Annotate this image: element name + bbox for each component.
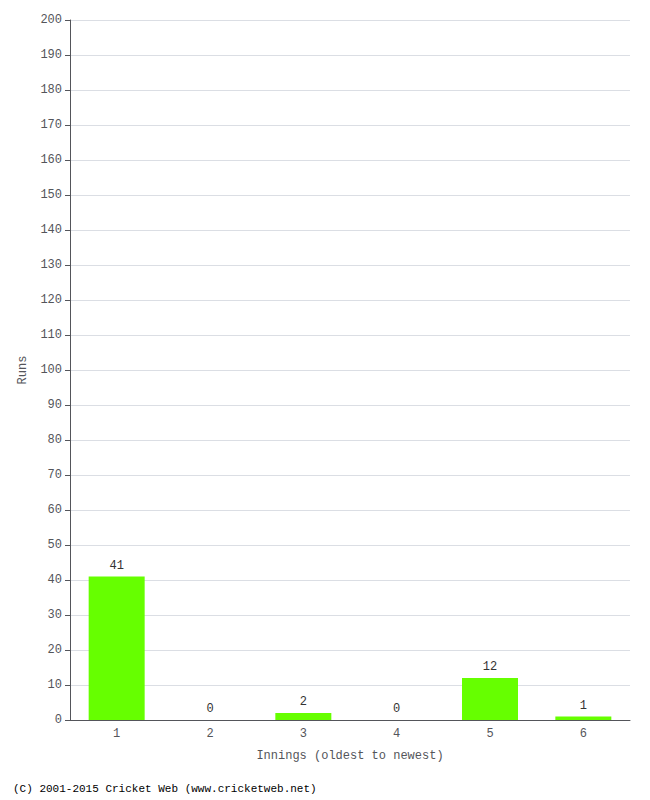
svg-text:180: 180	[40, 83, 62, 97]
svg-text:200: 200	[40, 13, 62, 27]
svg-text:140: 140	[40, 223, 62, 237]
svg-text:Innings (oldest to newest): Innings (oldest to newest)	[256, 749, 443, 763]
svg-text:20: 20	[48, 643, 62, 657]
svg-text:90: 90	[48, 398, 62, 412]
svg-text:0: 0	[55, 713, 62, 727]
svg-text:100: 100	[40, 363, 62, 377]
svg-text:41: 41	[109, 559, 123, 573]
svg-text:160: 160	[40, 153, 62, 167]
svg-text:0: 0	[393, 702, 400, 716]
svg-text:170: 170	[40, 118, 62, 132]
svg-text:150: 150	[40, 188, 62, 202]
svg-text:110: 110	[40, 328, 62, 342]
svg-text:130: 130	[40, 258, 62, 272]
svg-text:120: 120	[40, 293, 62, 307]
svg-text:1: 1	[580, 699, 587, 713]
svg-text:80: 80	[48, 433, 62, 447]
svg-text:40: 40	[48, 573, 62, 587]
svg-text:(C) 2001-2015 Cricket Web (www: (C) 2001-2015 Cricket Web (www.cricketwe…	[13, 783, 317, 795]
svg-text:10: 10	[48, 678, 62, 692]
svg-text:4: 4	[393, 727, 400, 741]
svg-text:60: 60	[48, 503, 62, 517]
svg-text:190: 190	[40, 48, 62, 62]
svg-text:50: 50	[48, 538, 62, 552]
svg-text:2: 2	[300, 695, 307, 709]
svg-text:6: 6	[580, 727, 587, 741]
svg-text:12: 12	[483, 660, 497, 674]
svg-text:1: 1	[113, 727, 120, 741]
svg-text:3: 3	[300, 727, 307, 741]
svg-text:70: 70	[48, 468, 62, 482]
svg-text:Runs: Runs	[16, 356, 30, 385]
svg-text:30: 30	[48, 608, 62, 622]
svg-text:0: 0	[206, 702, 213, 716]
svg-text:5: 5	[486, 727, 493, 741]
svg-text:2: 2	[206, 727, 213, 741]
